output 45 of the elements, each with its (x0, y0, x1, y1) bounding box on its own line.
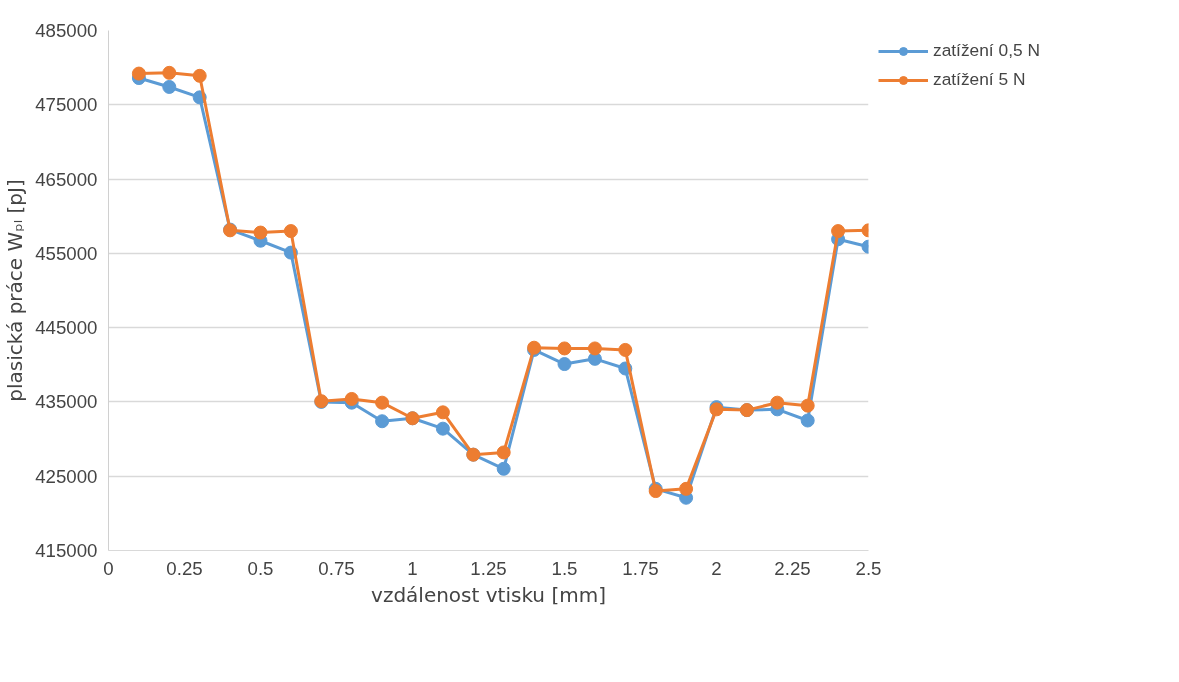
point (344, 391, 359, 406)
x-axis-title: vzdálenost vtisku [mm] (371, 582, 606, 607)
point (557, 357, 572, 372)
point (283, 224, 298, 239)
point (770, 395, 785, 410)
point (800, 398, 815, 413)
point (618, 342, 633, 357)
y-tick-label: 485000 (35, 20, 98, 41)
x-tick-label: 0 (103, 557, 114, 579)
point (375, 414, 390, 429)
point (496, 461, 511, 476)
point (800, 413, 815, 428)
y-axis-title: plasická práce Wₚₗ [pJ] (3, 179, 28, 402)
y-tick-label: 435000 (35, 391, 98, 413)
legend-label: zatížení 5 N (933, 69, 1026, 90)
point (131, 66, 146, 81)
point (831, 224, 846, 239)
point (162, 65, 177, 80)
y-tick-label: 455000 (35, 242, 98, 264)
point (587, 341, 602, 356)
x-tick-label: 2 (711, 557, 722, 579)
x-tick-label: 0.75 (318, 557, 355, 579)
x-tick-label: 0.25 (166, 557, 203, 579)
point (253, 225, 268, 240)
legend-label: zatížení 0,5 N (933, 40, 1040, 61)
x-tick-label: 0.5 (247, 557, 274, 579)
point (496, 445, 511, 460)
x-tick-label: 1.25 (470, 557, 507, 579)
y-tick-label: 415000 (35, 540, 98, 561)
point (435, 405, 450, 420)
x-tick-label: 1.75 (622, 557, 659, 579)
y-tick-label: 475000 (35, 94, 98, 116)
x-tick-label: 2.5 (855, 557, 882, 579)
x-tick-label: 2.25 (774, 557, 811, 579)
y-tick-label: 425000 (35, 465, 98, 487)
x-tick-label: 1 (407, 557, 418, 579)
point (192, 68, 207, 83)
y-tick-label: 445000 (35, 317, 98, 339)
x-tick-label: 1.5 (551, 557, 578, 579)
point (679, 481, 694, 496)
point (435, 421, 450, 436)
point (375, 395, 390, 410)
point (557, 341, 572, 356)
y-tick-label: 465000 (35, 168, 98, 190)
point (162, 79, 177, 94)
